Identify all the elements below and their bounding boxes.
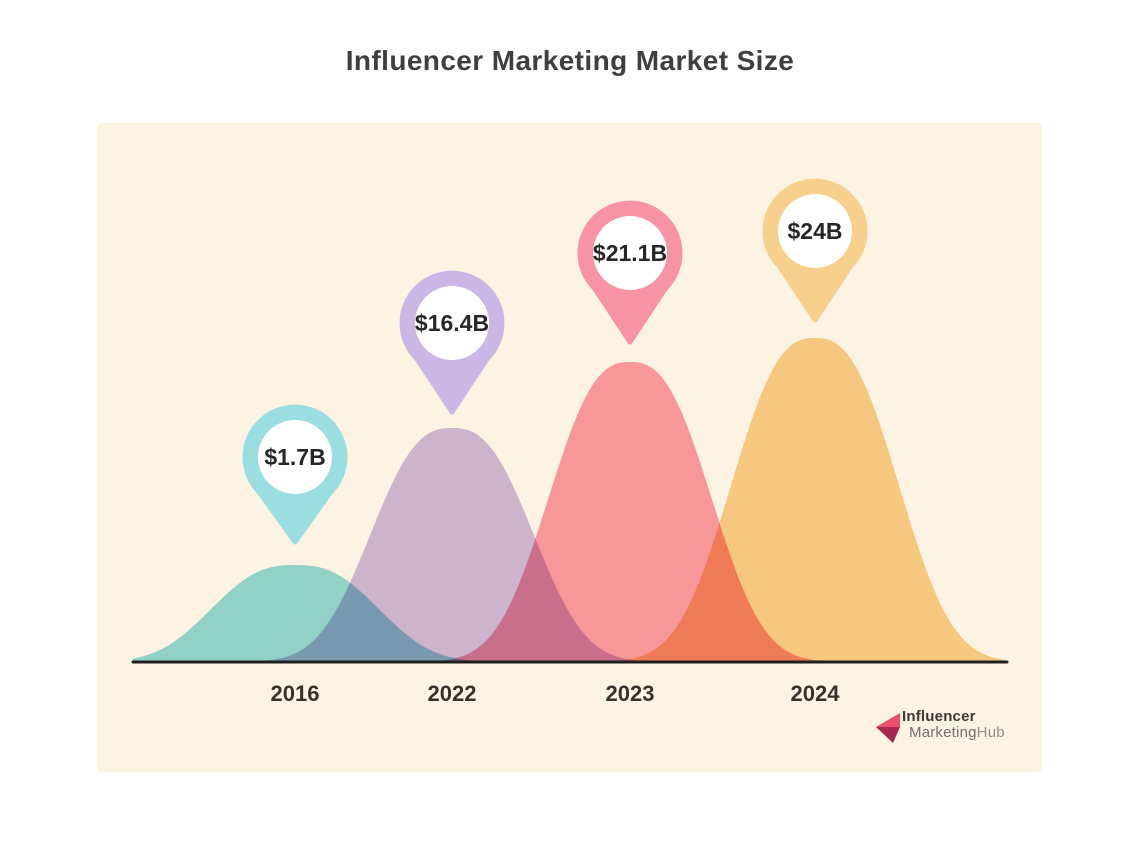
chart-canvas: $1.7B $16.4B $21.1B $24B 2016 2022 2023 2024 — [131, 178, 1009, 706]
chart-title: Influencer Marketing Market Size — [345, 45, 795, 76]
logo-text-influencer: Influencer — [902, 708, 976, 725]
logo-arrow-icon — [876, 713, 900, 743]
pin-inner-circle — [778, 194, 852, 268]
x-axis-label-2024: 2024 — [791, 681, 841, 706]
influencer-marketinghub-logo: Influencer MarketingHub — [875, 709, 1005, 744]
logo-arrow-top — [876, 713, 900, 727]
value-pin-2022: $16.4B — [399, 270, 505, 415]
pin-inner-circle — [593, 216, 667, 290]
pin-value-2022: $16.4B — [415, 310, 489, 336]
logo-text-marketing: Marketing — [909, 724, 977, 741]
curve-2024 — [609, 338, 1007, 662]
value-pin-2016: $1.7B — [242, 404, 348, 545]
x-axis-label-2023: 2023 — [606, 681, 655, 706]
x-axis-label-2022: 2022 — [428, 681, 477, 706]
logo-arrow-bottom — [876, 727, 900, 743]
logo-text-marketinghub: MarketingHub — [909, 725, 1005, 741]
pin-value-2024: $24B — [788, 218, 843, 244]
logo-text: Influencer MarketingHub — [902, 709, 1005, 741]
pin-value-2016: $1.7B — [264, 444, 325, 470]
pin-inner-circle — [258, 420, 332, 494]
value-pin-2024: $24B — [762, 178, 868, 323]
logo-text-hub: Hub — [976, 724, 1005, 741]
x-axis-label-2016: 2016 — [271, 681, 320, 706]
chart-panel: $1.7B $16.4B $21.1B $24B 2016 2022 2023 2024 In… — [97, 123, 1042, 772]
pin-value-2023: $21.1B — [593, 240, 667, 266]
pin-inner-circle — [415, 286, 489, 360]
value-pin-2023: $21.1B — [577, 200, 683, 345]
